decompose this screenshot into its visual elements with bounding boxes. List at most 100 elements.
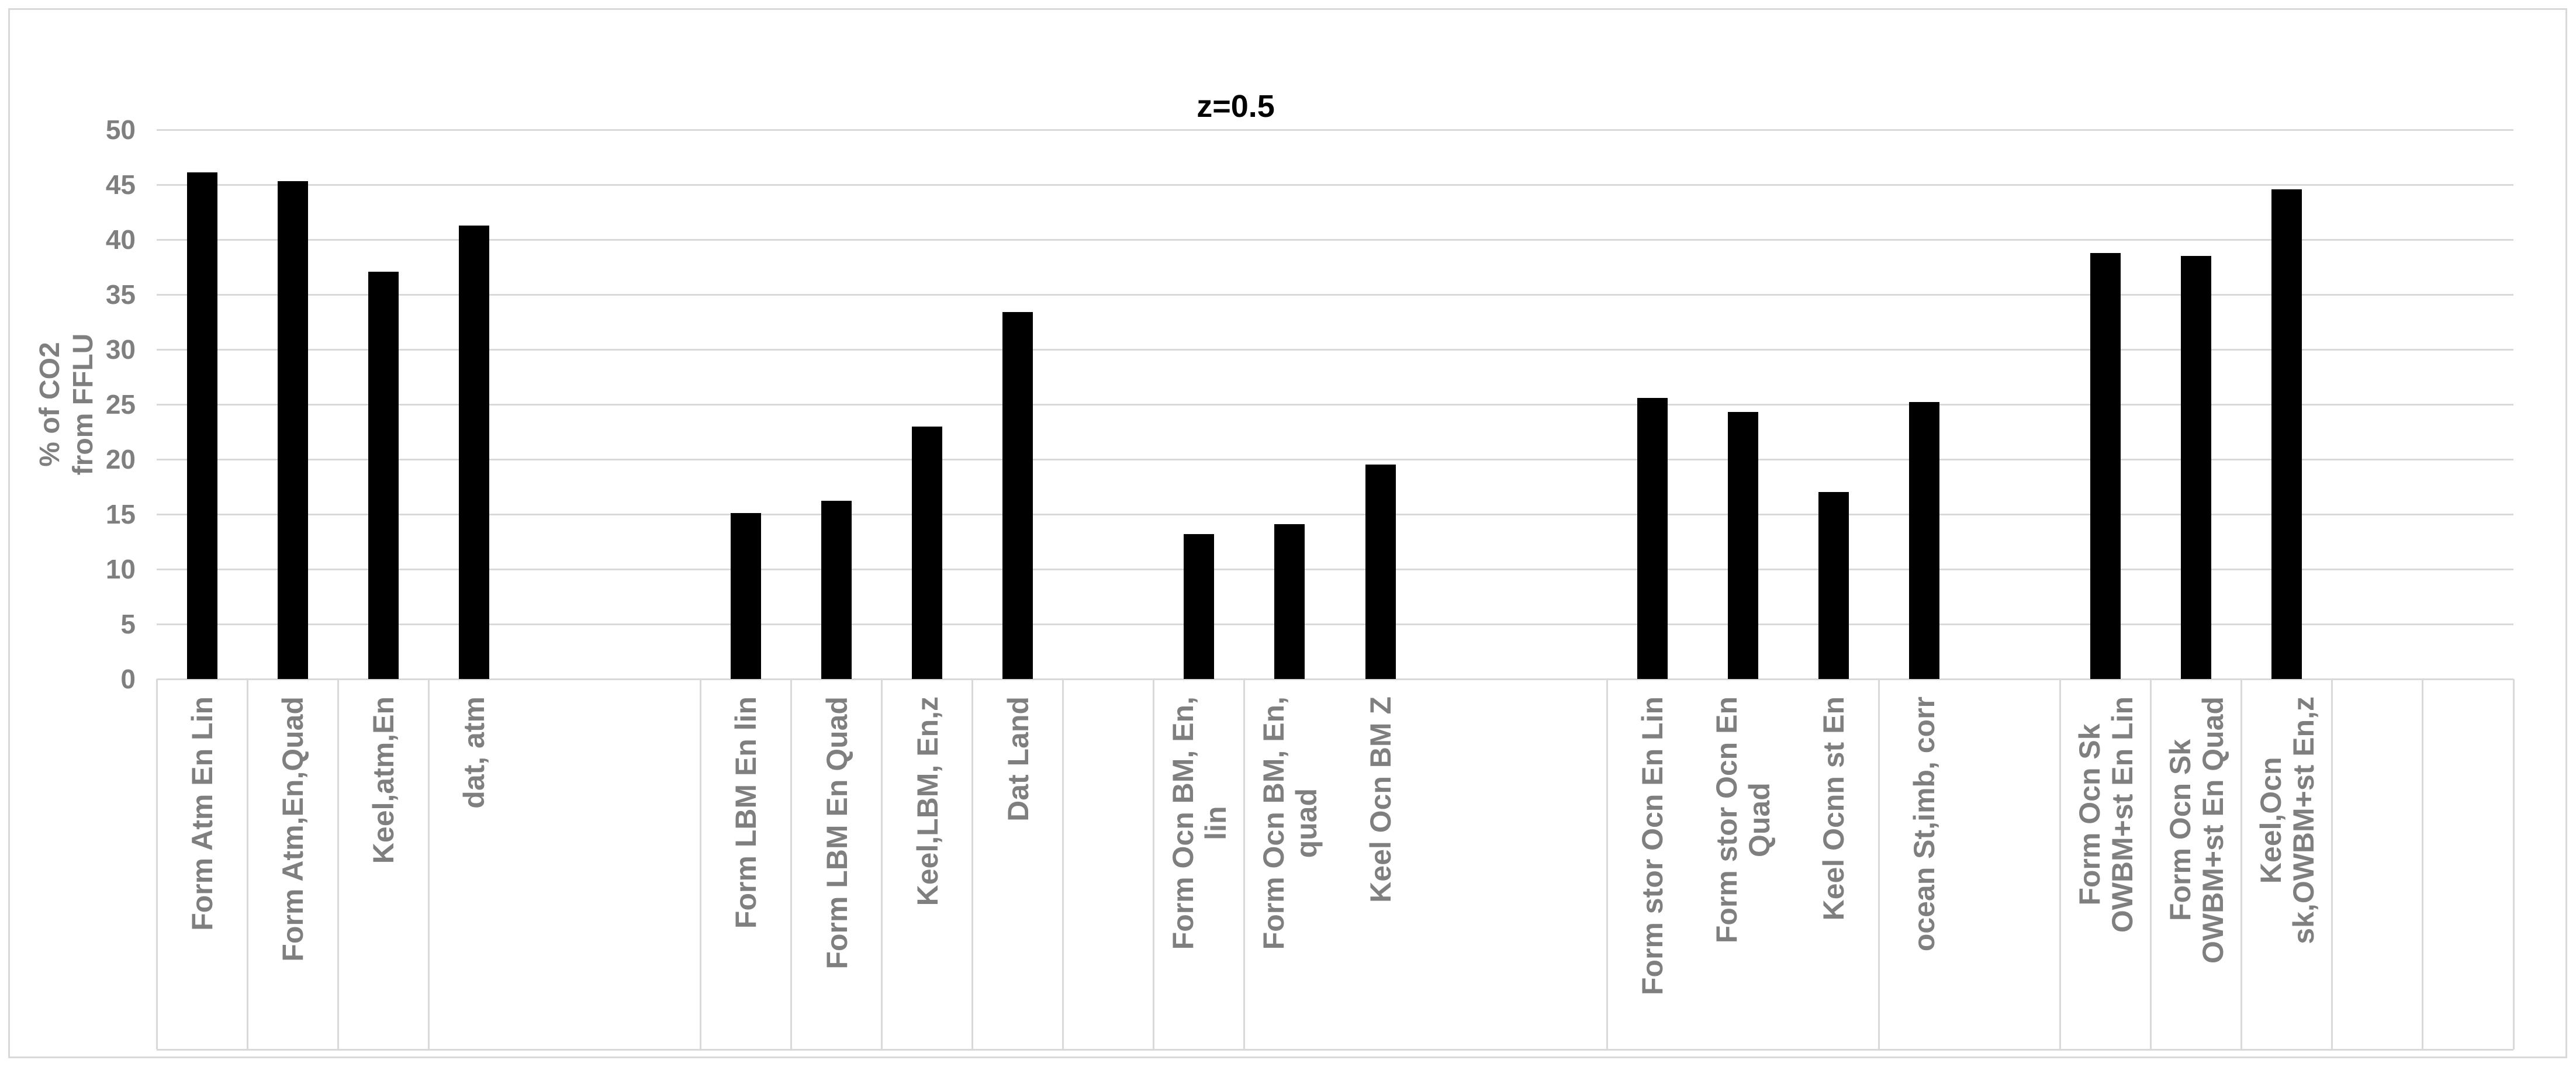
category-tick-line xyxy=(1606,679,1608,1049)
category-label: Form LBM En lin xyxy=(729,697,762,929)
category-label-rotated: Form stor Ocn En Quad xyxy=(1697,679,1788,1049)
bar xyxy=(1002,312,1033,679)
gridline-y-10 xyxy=(157,568,2513,570)
category-label-rotated: Dat Land xyxy=(973,679,1063,1049)
category-tick-line xyxy=(2059,679,2062,1049)
category-tick-line xyxy=(427,679,430,1049)
bar xyxy=(2181,256,2212,679)
category-label: Form Ocn Sk OWBM+st En Quad xyxy=(2163,697,2229,964)
category-label-cell: Form stor Ocn En Quad xyxy=(1697,679,1788,1049)
category-label: Form Ocn BM, En, quad xyxy=(1257,697,1323,950)
category-tick-line xyxy=(1877,679,1880,1049)
category-label: dat, atm xyxy=(457,697,490,809)
gridline-y-30 xyxy=(157,348,2513,351)
category-tick-line xyxy=(2150,679,2152,1049)
category-label-cell: Form Atm En Lin xyxy=(157,679,247,1049)
category-label: Form Ocn Sk OWBM+st En Lin xyxy=(2073,697,2139,933)
category-label: Form Ocn BM, En, lin xyxy=(1166,697,1232,950)
bar xyxy=(1274,524,1305,679)
category-label: Form LBM En Quad xyxy=(820,697,853,969)
category-label-cell: Form LBM En Quad xyxy=(791,679,882,1049)
category-tick-line xyxy=(2422,679,2424,1049)
bar xyxy=(186,172,217,679)
category-tick-line xyxy=(971,679,974,1049)
y-axis-tick-label: 25 xyxy=(105,389,136,420)
category-label-cell: Dat Land xyxy=(973,679,1063,1049)
category-label-cell: Form Ocn Sk OWBM+st En Quad xyxy=(2151,679,2242,1049)
gridline-y-20 xyxy=(157,458,2513,460)
chart-border xyxy=(8,8,2567,1058)
category-tick-line xyxy=(1062,679,1064,1049)
bar xyxy=(2090,252,2121,679)
gridline-y-0 xyxy=(157,678,2513,680)
category-label-cell: Keel Ocn BM Z xyxy=(1335,679,1426,1049)
y-axis-tick-label: 10 xyxy=(105,554,136,584)
category-label-cell: Form LBM En lin xyxy=(700,679,791,1049)
category-tick-line xyxy=(337,679,339,1049)
bar xyxy=(1909,402,1939,679)
bar xyxy=(368,271,399,679)
category-label: Form stor Ocn En Quad xyxy=(1710,697,1776,944)
category-label-cell: Form Ocn BM, En, quad xyxy=(1244,679,1335,1049)
category-label-cell: Form stor Ocn En Lin xyxy=(1607,679,1697,1049)
y-axis-tick-label: 0 xyxy=(120,664,136,694)
category-label-rotated: Keel Ocnn st En xyxy=(1788,679,1879,1049)
category-label: Form Atm,En,Quad xyxy=(276,697,309,962)
y-axis-tick-label: 40 xyxy=(105,224,136,255)
category-label: Keel,atm,En xyxy=(366,697,400,864)
category-label: Keel Ocnn st En xyxy=(1817,697,1850,921)
gridline-y-35 xyxy=(157,293,2513,296)
gridline-y-15 xyxy=(157,513,2513,515)
bar xyxy=(458,225,489,679)
gridline-y-25 xyxy=(157,403,2513,406)
category-tick-line xyxy=(2512,679,2515,1049)
category-label-rotated: Form LBM En lin xyxy=(700,679,791,1049)
category-label-rotated: Form Ocn BM, En, lin xyxy=(1154,679,1244,1049)
bar xyxy=(2271,189,2302,679)
category-label: Form stor Ocn En Lin xyxy=(1635,697,1669,996)
category-label-rotated: Form Ocn Sk OWBM+st En Quad xyxy=(2151,679,2242,1049)
category-tick-line xyxy=(1153,679,1155,1049)
chart-title: z=0.5 xyxy=(1197,89,1275,124)
bar xyxy=(1365,465,1396,679)
category-label-cell: Keel Ocnn st En xyxy=(1788,679,1879,1049)
category-label-rotated: Keel,Ocn sk,OWBM+st En,z xyxy=(2242,679,2332,1049)
category-label: Keel,LBM, En,z xyxy=(911,697,944,906)
category-area-bottom-line xyxy=(157,1048,2513,1051)
gridline-y-5 xyxy=(157,623,2513,625)
category-label-rotated: Form Ocn BM, En, quad xyxy=(1244,679,1335,1049)
category-label: Keel,Ocn sk,OWBM+st En,z xyxy=(2254,697,2320,944)
category-tick-line xyxy=(2240,679,2243,1049)
y-axis-tick-label: 5 xyxy=(120,609,136,639)
category-label-rotated: Form Atm,En,Quad xyxy=(247,679,338,1049)
bar xyxy=(731,513,761,679)
y-axis-tick-label: 15 xyxy=(105,499,136,529)
gridline-y-40 xyxy=(157,238,2513,241)
category-label-rotated: Form LBM En Quad xyxy=(791,679,882,1049)
category-label-rotated: Keel,atm,En xyxy=(338,679,428,1049)
category-label-rotated: Form Ocn Sk OWBM+st En Lin xyxy=(2060,679,2151,1049)
category-tick-line xyxy=(699,679,701,1049)
category-label-cell: ocean St,imb, corr xyxy=(1879,679,1969,1049)
category-tick-line xyxy=(881,679,883,1049)
category-tick-line xyxy=(790,679,793,1049)
gridline-y-50 xyxy=(157,129,2513,131)
y-axis-tick-label: 20 xyxy=(105,444,136,474)
category-label: Keel Ocn BM Z xyxy=(1364,697,1397,903)
y-axis-tick-label: 45 xyxy=(105,169,136,200)
category-label-rotated: Form stor Ocn En Lin xyxy=(1607,679,1697,1049)
category-tick-line xyxy=(1243,679,1246,1049)
category-label-cell: dat, atm xyxy=(428,679,519,1049)
category-label-rotated: Keel,LBM, En,z xyxy=(882,679,973,1049)
bar xyxy=(821,501,852,679)
category-label-cell: Form Ocn Sk OWBM+st En Lin xyxy=(2060,679,2151,1049)
bar xyxy=(1727,412,1758,679)
bar xyxy=(912,426,943,679)
bar xyxy=(277,181,308,679)
category-label: Dat Land xyxy=(1001,697,1035,822)
category-tick-line xyxy=(2331,679,2333,1049)
category-label-cell: Keel,Ocn sk,OWBM+st En,z xyxy=(2242,679,2332,1049)
category-label-cell: Keel,LBM, En,z xyxy=(882,679,973,1049)
category-label-cell: Keel,atm,En xyxy=(338,679,428,1049)
